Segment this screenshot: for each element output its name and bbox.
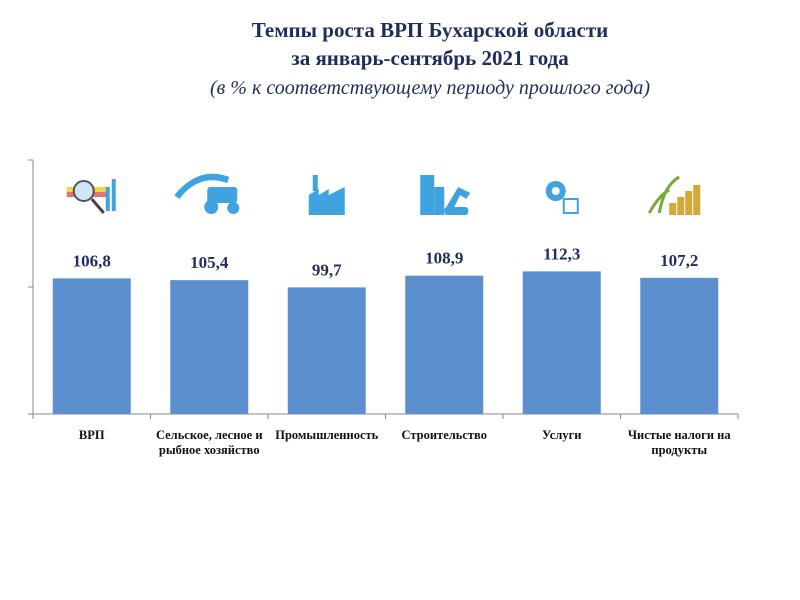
money-growth-icon	[647, 175, 701, 215]
icon-part	[551, 187, 560, 195]
bar	[52, 278, 131, 414]
data-label: 107,2	[660, 251, 698, 270]
icon-part	[72, 180, 95, 202]
category-label: продукты	[651, 443, 707, 457]
category-label: Чистые налоги на	[628, 428, 732, 442]
data-label: 112,3	[543, 244, 580, 263]
bar	[640, 277, 719, 414]
icon-part	[174, 173, 230, 199]
icon-part	[312, 175, 318, 191]
data-label: 106,8	[73, 251, 111, 270]
tractor-field-icon	[174, 173, 240, 214]
factory-icon	[308, 175, 345, 215]
construction-excavator-icon	[420, 175, 471, 215]
category-label: рыбное хозяйство	[159, 443, 260, 457]
icon-part	[111, 179, 116, 211]
icon-part	[207, 187, 238, 203]
category-label: Сельское, лесное и	[156, 428, 263, 442]
icon-part	[90, 198, 105, 214]
bar	[170, 280, 249, 414]
icon-part	[446, 187, 471, 207]
category-label: Промышленность	[275, 428, 378, 442]
icon-part	[227, 202, 240, 214]
data-label: 108,9	[425, 249, 463, 268]
icon-part	[647, 175, 681, 214]
data-label: 99,7	[312, 260, 342, 279]
chart-subtitle: (в % к соответствующему периоду прошлого…	[209, 77, 651, 99]
icon-part	[677, 197, 685, 215]
category-label: Строительство	[402, 428, 487, 442]
icon-part	[444, 207, 469, 215]
icon-part	[434, 187, 445, 215]
icon-part	[204, 200, 219, 214]
icon-part	[308, 187, 345, 215]
icon-part	[420, 175, 435, 215]
bar	[405, 275, 484, 414]
icon-part	[105, 187, 110, 211]
data-label: 105,4	[190, 253, 229, 272]
bar	[522, 271, 601, 414]
analytics-magnifier-icon	[66, 179, 116, 214]
icon-part	[669, 203, 677, 215]
icon-part	[562, 198, 579, 214]
bar	[287, 287, 366, 414]
icon-part	[685, 191, 693, 215]
chart-title-line2: за январь-сентябрь 2021 года	[291, 46, 569, 70]
chart-title: Темпы роста ВРП Бухарской области	[251, 18, 609, 42]
services-gears-icon	[545, 181, 579, 214]
icon-part	[693, 185, 701, 215]
category-label: Услуги	[542, 428, 582, 442]
category-label: ВРП	[79, 428, 105, 442]
